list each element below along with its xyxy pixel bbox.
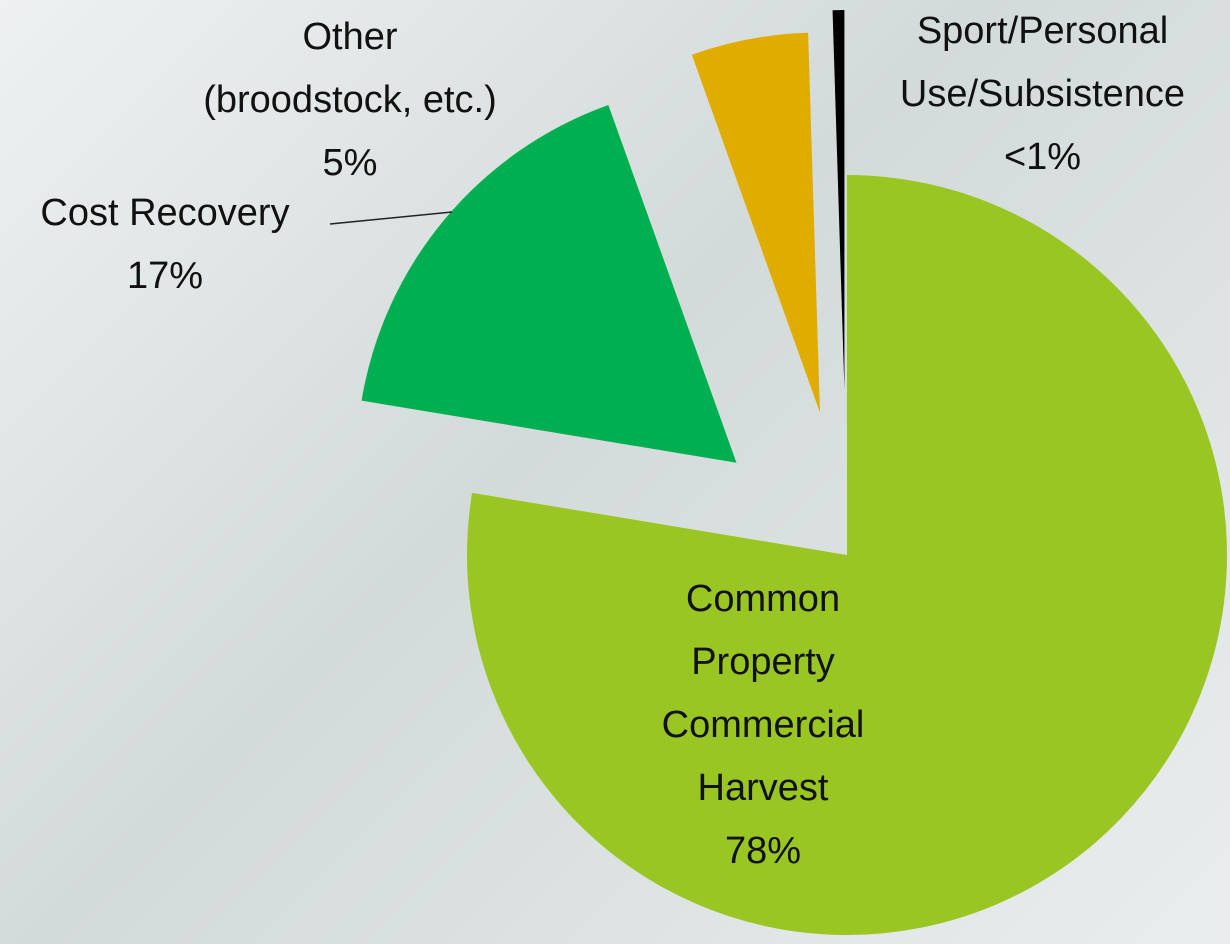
pie-slice [691,32,820,413]
value-label: 17% [126,255,204,297]
pie-slice [467,175,1228,936]
category-name: Sport/Personal Use/Subsistence [899,10,1186,115]
category-name: Other (broodstock, etc.) [203,16,497,121]
category-name: Cost Recovery [40,192,290,234]
value-label: <1% [1003,136,1082,178]
value-label: 78% [724,830,802,872]
slice-label: Cost Recovery 17% [0,182,330,308]
pie-slice [361,104,737,463]
slice-label: Other (broodstock, etc.) 5% [200,6,500,195]
slice-label: Common Property Commercial Harvest 78% [630,568,896,883]
leader-line [329,211,453,225]
value-label: 5% [322,142,378,184]
pie-slice [832,10,845,391]
slice-label: Sport/Personal Use/Subsistence <1% [870,0,1215,189]
category-name: Common Property Commercial Harvest [661,578,865,809]
